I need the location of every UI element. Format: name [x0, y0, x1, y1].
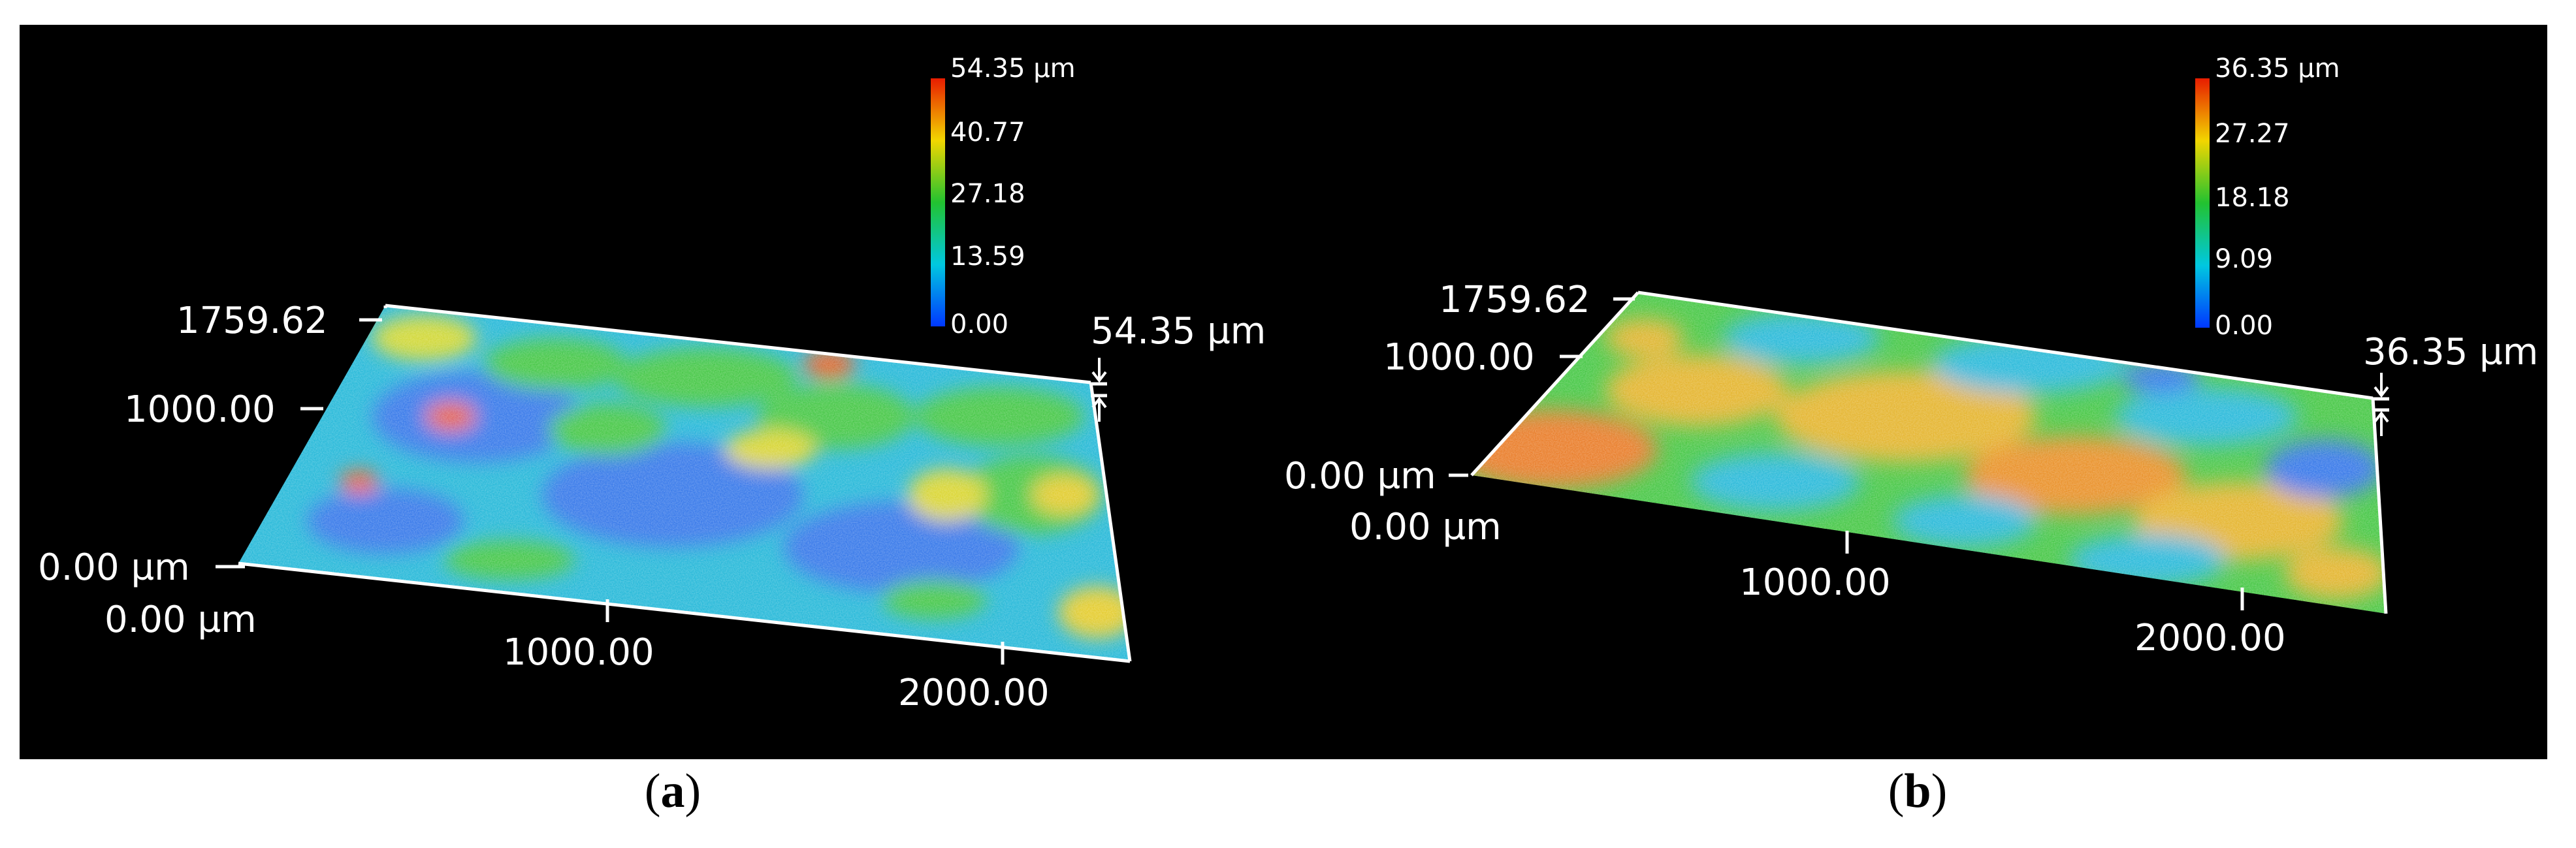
surface-map-b-svg: 36.35 µm 27.27 18.18 9.09 0.00 36.35 µm …	[1284, 54, 2538, 659]
x-axis-tick1-a: 1000.00	[503, 631, 654, 674]
colorbar-a	[931, 78, 945, 326]
y-axis-mid-b: 1000.00	[1383, 336, 1535, 379]
colorbar-tick3-b: 27.27	[2215, 119, 2290, 149]
colorbar-max-b: 36.35 µm	[2215, 54, 2340, 84]
x-axis-tick2-a: 2000.00	[898, 672, 1050, 714]
colorbar-tick1-b: 9.09	[2215, 244, 2273, 274]
height-arrows-b	[2374, 373, 2389, 436]
height-label-a: 54.35 µm	[1091, 310, 1266, 353]
colorbar-min-a: 0.00	[950, 309, 1008, 339]
caption-a: (a)	[644, 764, 701, 818]
height-arrows-a	[1091, 358, 1107, 422]
axis-ticks-a	[216, 318, 1107, 665]
colorbar-tick2-b: 18.18	[2215, 183, 2290, 213]
surface-outline-b	[1470, 291, 2388, 614]
colorbar-tick1-a: 13.59	[950, 242, 1025, 272]
y-axis-max-a: 1759.62	[176, 300, 328, 342]
x-axis-origin-a: 0.00 µm	[105, 599, 257, 641]
y-axis-origin-a: 0.00 µm	[38, 546, 190, 589]
surface-map-panel-b: 36.35 µm 27.27 18.18 9.09 0.00 36.35 µm …	[1279, 25, 2547, 759]
y-axis-mid-a: 1000.00	[124, 388, 276, 431]
y-axis-max-b: 1759.62	[1439, 279, 1590, 321]
y-axis-origin-b: 0.00 µm	[1284, 455, 1436, 497]
colorbar-min-b: 0.00	[2215, 311, 2273, 341]
x-axis-tick1-b: 1000.00	[1739, 561, 1891, 604]
surface-map-panel-a: 54.35 µm 40.77 27.18 13.59 0.00 54.35 µm…	[20, 25, 1279, 759]
colorbar-max-a: 54.35 µm	[950, 54, 1076, 84]
x-axis-tick2-b: 2000.00	[2134, 617, 2286, 659]
x-axis-origin-b: 0.00 µm	[1349, 506, 1502, 548]
height-label-b: 36.35 µm	[2363, 331, 2538, 373]
caption-letter-b: b	[1904, 764, 1931, 818]
caption-letter-a: a	[660, 764, 685, 818]
surface-map-a-svg: 54.35 µm 40.77 27.18 13.59 0.00 54.35 µm…	[38, 54, 1266, 714]
surface-outline-a	[238, 304, 1132, 663]
colorbar-tick3-a: 40.77	[950, 118, 1025, 148]
surface-a	[238, 306, 1130, 661]
colorbar-b	[2195, 78, 2210, 328]
colorbar-tick2-a: 27.18	[950, 179, 1025, 209]
caption-b: (b)	[1888, 764, 1948, 818]
axis-ticks-b	[1449, 297, 2389, 610]
